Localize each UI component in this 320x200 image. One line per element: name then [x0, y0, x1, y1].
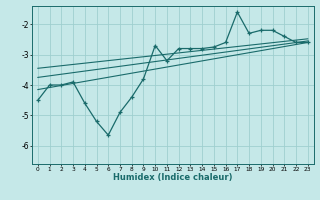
X-axis label: Humidex (Indice chaleur): Humidex (Indice chaleur) [113, 173, 233, 182]
